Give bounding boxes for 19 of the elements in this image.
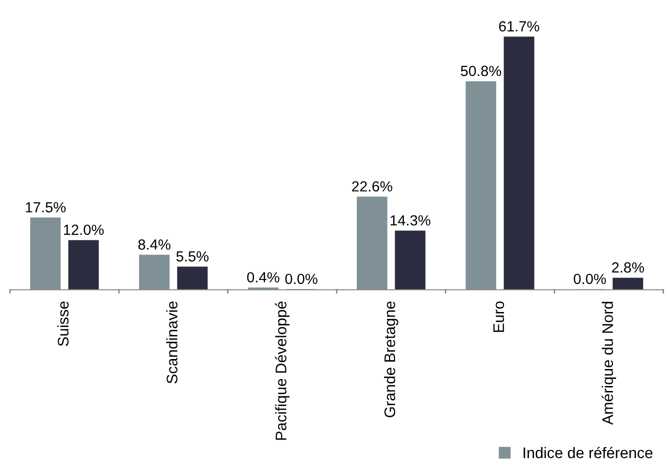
x-tick-label: Suisse <box>57 302 69 346</box>
data-label: 17.5% <box>26 202 66 212</box>
legend-label: Indice de référence <box>524 446 652 458</box>
data-label: 2.8% <box>612 262 644 273</box>
data-label: 22.6% <box>352 181 392 192</box>
data-label: 0.4% <box>247 272 280 282</box>
data-label: 14.3% <box>390 215 430 226</box>
x-tick-label: Scandinavie <box>166 302 178 384</box>
data-label: 5.5% <box>176 251 209 262</box>
x-tick-label: Pacifique Développé <box>275 302 290 440</box>
x-tick-label: Euro <box>493 302 504 332</box>
data-label: 0.0% <box>285 274 318 284</box>
x-tick-label: Grande Bretagne <box>384 302 398 418</box>
data-label: 8.4% <box>138 239 170 250</box>
x-tick-label: Amérique du Nord <box>602 302 616 425</box>
data-label: 12.0% <box>64 224 104 235</box>
data-label: 50.8% <box>460 66 502 76</box>
data-label: 61.7% <box>499 21 540 32</box>
data-label: 0.0% <box>574 274 606 284</box>
